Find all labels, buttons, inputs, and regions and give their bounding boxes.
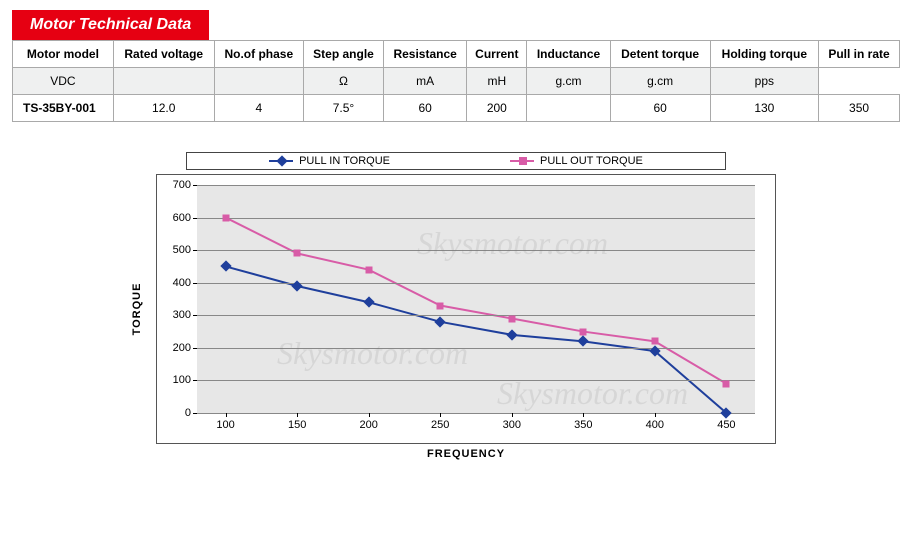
col-header: No.of phase — [214, 41, 303, 68]
series-marker-pull_out — [508, 315, 515, 322]
chart-xlabel: FREQUENCY — [156, 448, 776, 460]
value-cell — [527, 95, 610, 122]
xtick-label: 350 — [574, 419, 592, 431]
ytick-label: 300 — [173, 309, 191, 321]
torque-chart: PULL IN TORQUEPULL OUT TORQUE TORQUE 010… — [106, 152, 806, 460]
xtick-label: 200 — [360, 419, 378, 431]
value-cell: 7.5° — [303, 95, 383, 122]
col-header: Resistance — [384, 41, 467, 68]
gridline — [197, 185, 755, 186]
ytick-label: 400 — [173, 277, 191, 289]
xtick-label: 400 — [646, 419, 664, 431]
gridline — [197, 348, 755, 349]
xtick-label: 250 — [431, 419, 449, 431]
col-header: Inductance — [527, 41, 610, 68]
col-header: Motor model — [13, 41, 114, 68]
unit-cell: VDC — [13, 68, 114, 95]
xtick-label: 100 — [216, 419, 234, 431]
chart-plot-box: TORQUE 010020030040050060070010015020025… — [156, 174, 776, 444]
ytick-label: 600 — [173, 212, 191, 224]
series-marker-pull_out — [723, 380, 730, 387]
xtick-label: 450 — [717, 419, 735, 431]
gridline — [197, 283, 755, 284]
unit-cell: Ω — [303, 68, 383, 95]
gridline — [197, 218, 755, 219]
spec-table: Motor modelRated voltageNo.of phaseStep … — [12, 40, 900, 122]
section-banner: Motor Technical Data — [12, 10, 209, 40]
value-cell: 350 — [819, 95, 900, 122]
xtick-label: 300 — [503, 419, 521, 431]
value-cell: 4 — [214, 95, 303, 122]
value-cell: 60 — [384, 95, 467, 122]
col-header: Pull in rate — [819, 41, 900, 68]
gridline — [197, 413, 755, 414]
unit-cell: mH — [467, 68, 527, 95]
ytick-label: 200 — [173, 342, 191, 354]
col-header: Step angle — [303, 41, 383, 68]
unit-cell: mA — [384, 68, 467, 95]
chart-legend: PULL IN TORQUE PULL OUT TORQUE — [186, 152, 726, 170]
series-marker-pull_out — [651, 338, 658, 345]
xtick-label: 150 — [288, 419, 306, 431]
col-header: Detent torque — [610, 41, 710, 68]
value-cell: 200 — [467, 95, 527, 122]
legend-label: PULL OUT TORQUE — [540, 155, 643, 167]
unit-cell — [214, 68, 303, 95]
ytick-label: 100 — [173, 374, 191, 386]
gridline — [197, 315, 755, 316]
series-line-pull_out — [226, 218, 727, 384]
value-cell: 60 — [610, 95, 710, 122]
chart-plot-area: 0100200300400500600700100150200250300350… — [197, 185, 755, 413]
series-marker-pull_out — [294, 250, 301, 257]
legend-item: PULL IN TORQUE — [269, 155, 390, 167]
chart-ylabel: TORQUE — [131, 283, 143, 336]
col-header: Holding torque — [710, 41, 818, 68]
col-header: Rated voltage — [113, 41, 214, 68]
value-cell: 12.0 — [113, 95, 214, 122]
model-cell: TS-35BY-001 — [13, 95, 114, 122]
col-header: Current — [467, 41, 527, 68]
unit-cell: pps — [710, 68, 818, 95]
series-marker-pull_out — [222, 214, 229, 221]
unit-cell: g.cm — [527, 68, 610, 95]
series-marker-pull_out — [580, 328, 587, 335]
series-marker-pull_out — [365, 266, 372, 273]
ytick-label: 700 — [173, 179, 191, 191]
ytick-label: 500 — [173, 244, 191, 256]
gridline — [197, 380, 755, 381]
unit-cell — [113, 68, 214, 95]
legend-item: PULL OUT TORQUE — [510, 155, 643, 167]
series-marker-pull_out — [437, 302, 444, 309]
legend-label: PULL IN TORQUE — [299, 155, 390, 167]
ytick-label: 0 — [185, 407, 191, 419]
gridline — [197, 250, 755, 251]
unit-cell: g.cm — [610, 68, 710, 95]
value-cell: 130 — [710, 95, 818, 122]
